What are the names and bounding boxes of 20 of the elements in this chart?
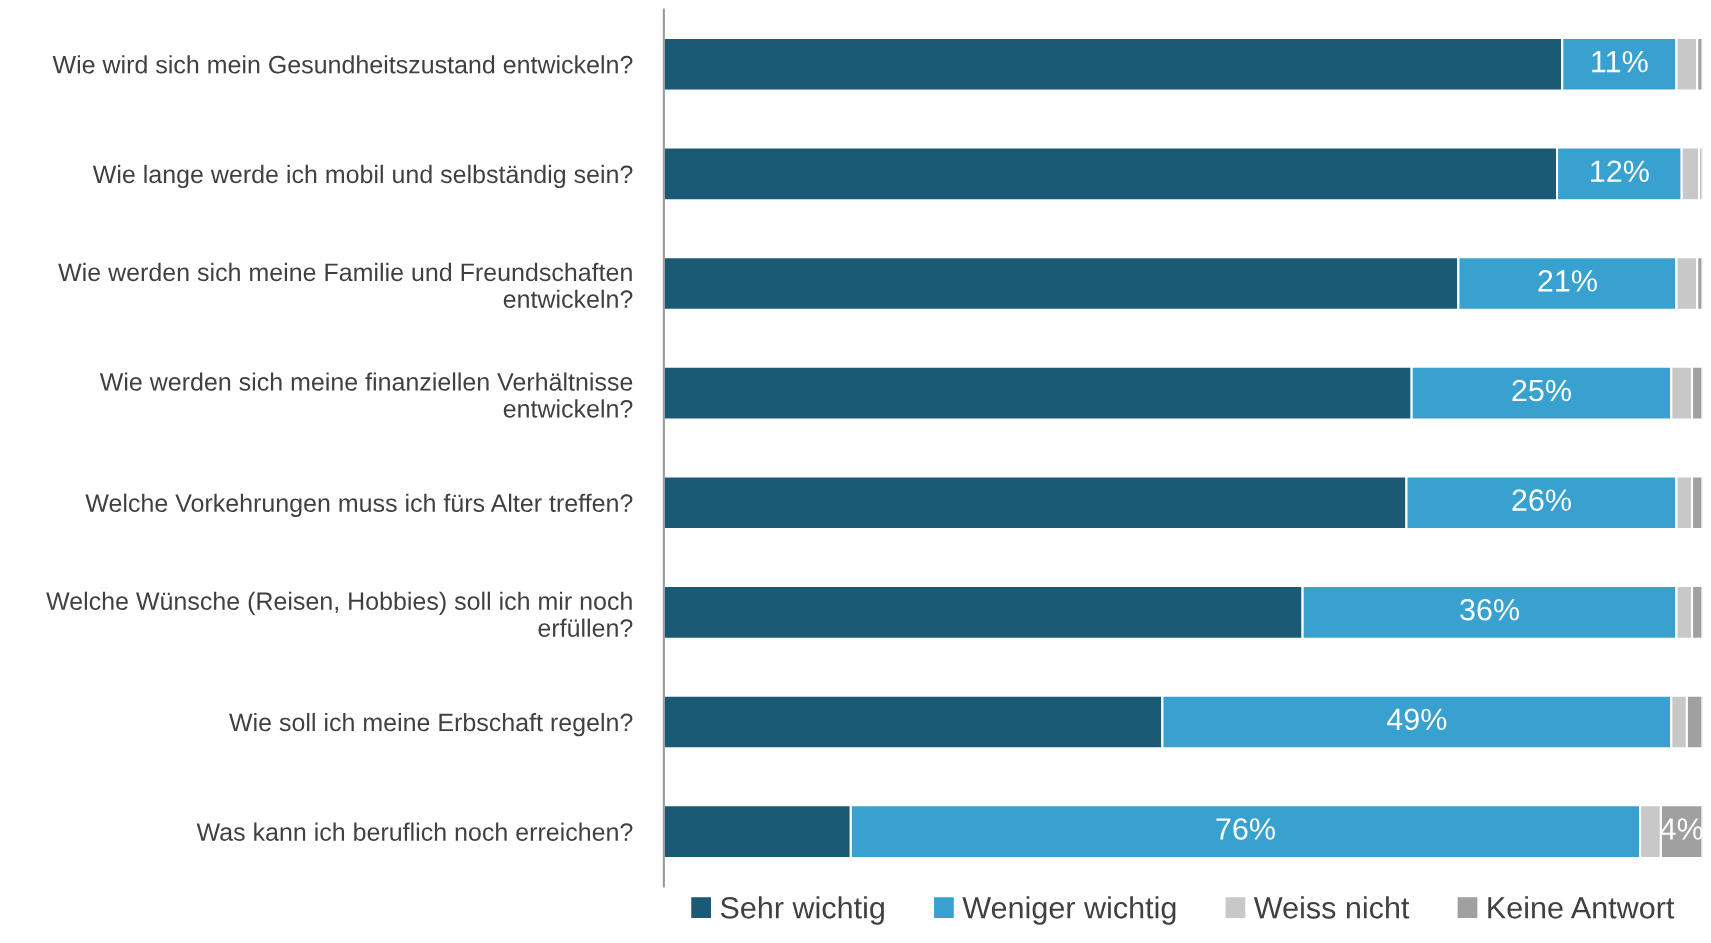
- y-tick-label: Wie werden sich meine Familie und Freundschaften entwickeln?: [58, 262, 633, 309]
- data-label: 76%: [1216, 818, 1275, 840]
- y-tick-label: Welche Wünsche (Reisen, Hobbies) soll ich mir noch erfüllen?: [46, 591, 633, 637]
- y-tick-label: Wie wird sich mein Gesundheitszustand entwickeln?: [52, 55, 633, 74]
- legend-label: Weniger wichtig: [962, 896, 1176, 925]
- data-label: 21%: [1538, 270, 1597, 292]
- data-label: 36%: [1460, 598, 1520, 621]
- legend-label: Sehr wichtig: [720, 896, 884, 925]
- data-label: 11%: [1592, 50, 1648, 73]
- y-tick-label: Wie lange werde ich mobil und selbständig sein?: [92, 164, 633, 189]
- data-label: 49%: [1386, 708, 1447, 731]
- y-tick-label: Was kann ich beruflich noch erreichen?: [196, 822, 633, 841]
- y-tick-label: Welche Vorkehrungen muss ich fürs Alter treffen?: [85, 493, 633, 517]
- legend-label: Keine Antwort: [1488, 896, 1675, 919]
- data-label: 26%: [1512, 489, 1571, 511]
- legend-label: Weiss nicht: [1253, 896, 1410, 919]
- y-tick-label: Wie soll ich meine Erbschaft regeln?: [229, 712, 633, 737]
- data-label: 25%: [1512, 379, 1571, 402]
- data-label: 12%: [1591, 160, 1649, 182]
- y-tick-label: Wie werden sich meine finanziellen Verhältnisse entwickeln?: [99, 372, 633, 418]
